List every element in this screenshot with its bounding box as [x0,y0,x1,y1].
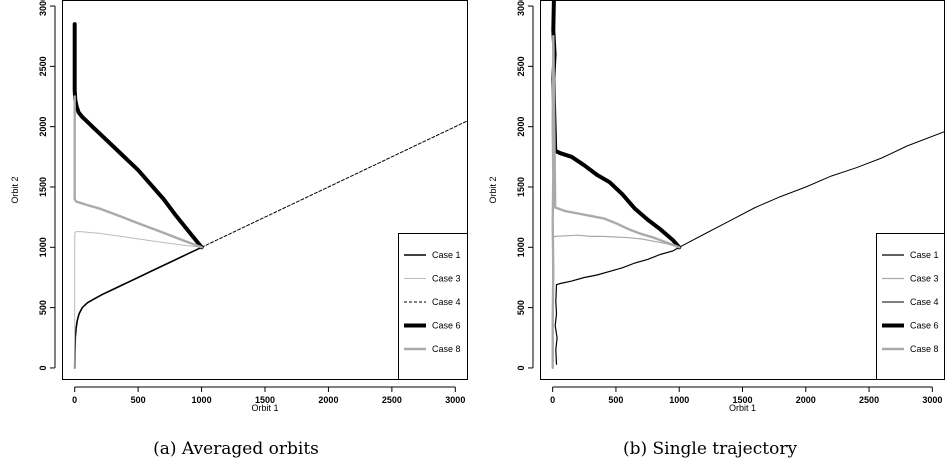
y-tick-label: 2000 [516,117,526,137]
series-line-case-3 [74,231,203,369]
legend-label: Case 4 [910,297,939,307]
series-line-case-1 [554,246,680,365]
y-tick-label: 0 [516,365,526,370]
y-tick-label: 2500 [38,56,48,76]
caption-b: (b) Single trajectory [623,439,798,459]
legend-label: Case 3 [910,274,939,284]
legend-label: Case 6 [432,321,461,331]
y-tick-label: 1500 [516,177,526,197]
legend-box [398,233,468,380]
x-axis-title: Orbit 1 [729,403,756,413]
panel-b-single-trajectory: 0 500 1000 1500 2000 2500 3000 0 500 1000 1500 2000… [488,0,945,413]
plot-frame [62,0,468,380]
series-line-case-1 [73,246,203,369]
series-line-case-8 [73,95,203,249]
x-tick-label: 1500 [255,395,275,405]
x-tick-label: 1500 [732,395,752,405]
y-tick-label: 1500 [38,177,48,197]
y-axis-title: Orbit 2 [488,176,498,203]
x-tick-label: 2000 [318,395,338,405]
x-tick-label: 3000 [922,395,942,405]
y-axis-title: Orbit 2 [10,176,20,203]
legend-label: Case 1 [910,250,939,260]
x-tick-label: 2000 [796,395,816,405]
series-line-case-6 [551,0,682,250]
x-tick-label: 3000 [445,395,465,405]
y-tick-label: 3000 [38,0,48,16]
legend-label: Case 4 [432,297,461,307]
series-group [72,22,468,369]
y-tick-label: 1000 [516,237,526,257]
x-tick-label: 500 [131,395,146,405]
y-tick-label: 500 [38,300,48,315]
x-tick-label: 2500 [859,395,879,405]
legend-label: Case 6 [910,321,939,331]
y-tick-label: 0 [38,365,48,370]
panel-a-averaged-orbits: 0 500 1000 1500 2000 2500 3000 0 500 1000 1500 2000… [10,0,468,413]
y-tick-label: 2500 [516,56,526,76]
legend-label: Case 3 [432,274,461,284]
legend-box [876,233,945,380]
x-tick-label: 1000 [192,395,212,405]
legend-label: Case 8 [432,344,461,354]
legend-label: Case 8 [910,344,939,354]
legend-label: Case 1 [432,250,461,260]
x-tick-label: 0 [550,395,555,405]
x-tick-label: 1000 [669,395,689,405]
y-tick-label: 1000 [38,237,48,257]
y-tick-label: 2000 [38,117,48,137]
y-tick-label: 500 [516,300,526,315]
series-line-case-4 [201,120,468,248]
series-group [551,0,945,370]
x-tick-label: 500 [608,395,623,405]
series-line-case-6 [72,22,204,250]
y-tick-label: 3000 [516,0,526,16]
x-tick-label: 0 [72,395,77,405]
caption-a: (a) Averaged orbits [153,439,319,459]
series-line-case-8 [551,35,681,370]
x-tick-label: 2500 [382,395,402,405]
series-line-case-4 [678,131,945,248]
x-axis-title: Orbit 1 [251,403,278,413]
